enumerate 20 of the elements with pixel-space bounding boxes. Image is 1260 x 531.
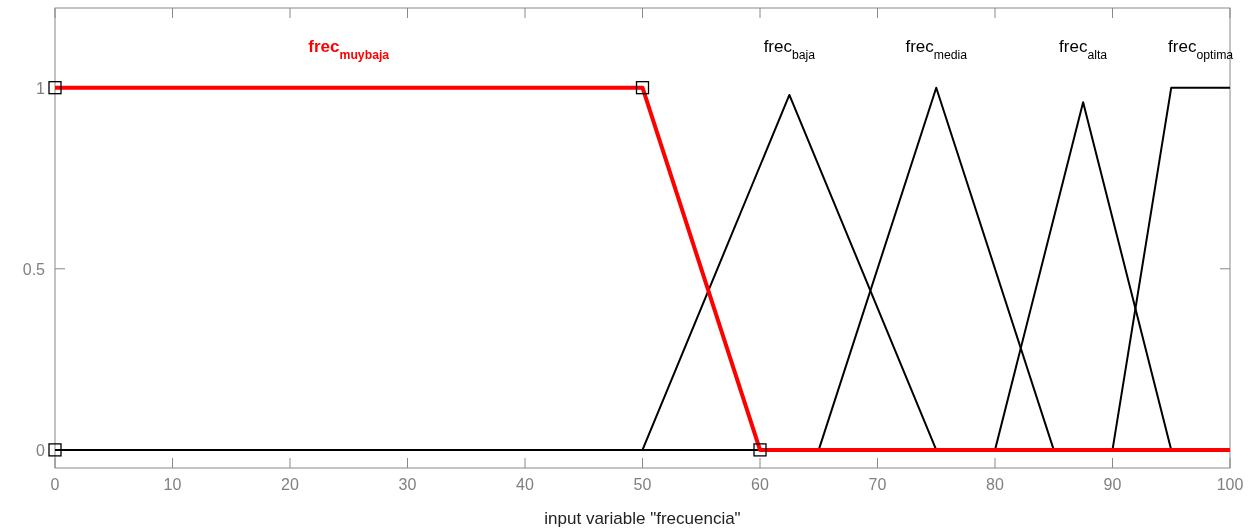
x-tick-label: 80 xyxy=(986,476,1004,493)
series-label: frec$_{optima}$ xyxy=(1168,37,1234,62)
x-tick-label: 90 xyxy=(1103,476,1122,493)
y-tick-label: 0.5 xyxy=(22,260,46,278)
y-tick-label: 0 xyxy=(36,441,46,459)
x-tick-label: 70 xyxy=(868,476,887,493)
y-tick-label: 1 xyxy=(36,79,46,97)
text: frec$_{alta}$ xyxy=(1059,37,1108,62)
x-tick-label: 0 xyxy=(50,476,60,493)
x-tick-label: 20 xyxy=(281,476,299,493)
x-tick-label: 100 xyxy=(1216,476,1244,493)
x-tick-label: 30 xyxy=(398,476,417,493)
text: frec$_{baja}$ xyxy=(763,37,816,62)
x-tick-label: 40 xyxy=(516,476,534,493)
x-tick-label: 60 xyxy=(751,476,769,493)
x-axis-title: input variable "frecuencia" xyxy=(544,509,741,528)
x-tick-label: 50 xyxy=(633,476,652,493)
series-label: frec$_{muybaja}$ xyxy=(308,37,390,62)
x-tick-label: 10 xyxy=(163,476,182,493)
text: frec$_{media}$ xyxy=(905,37,968,62)
